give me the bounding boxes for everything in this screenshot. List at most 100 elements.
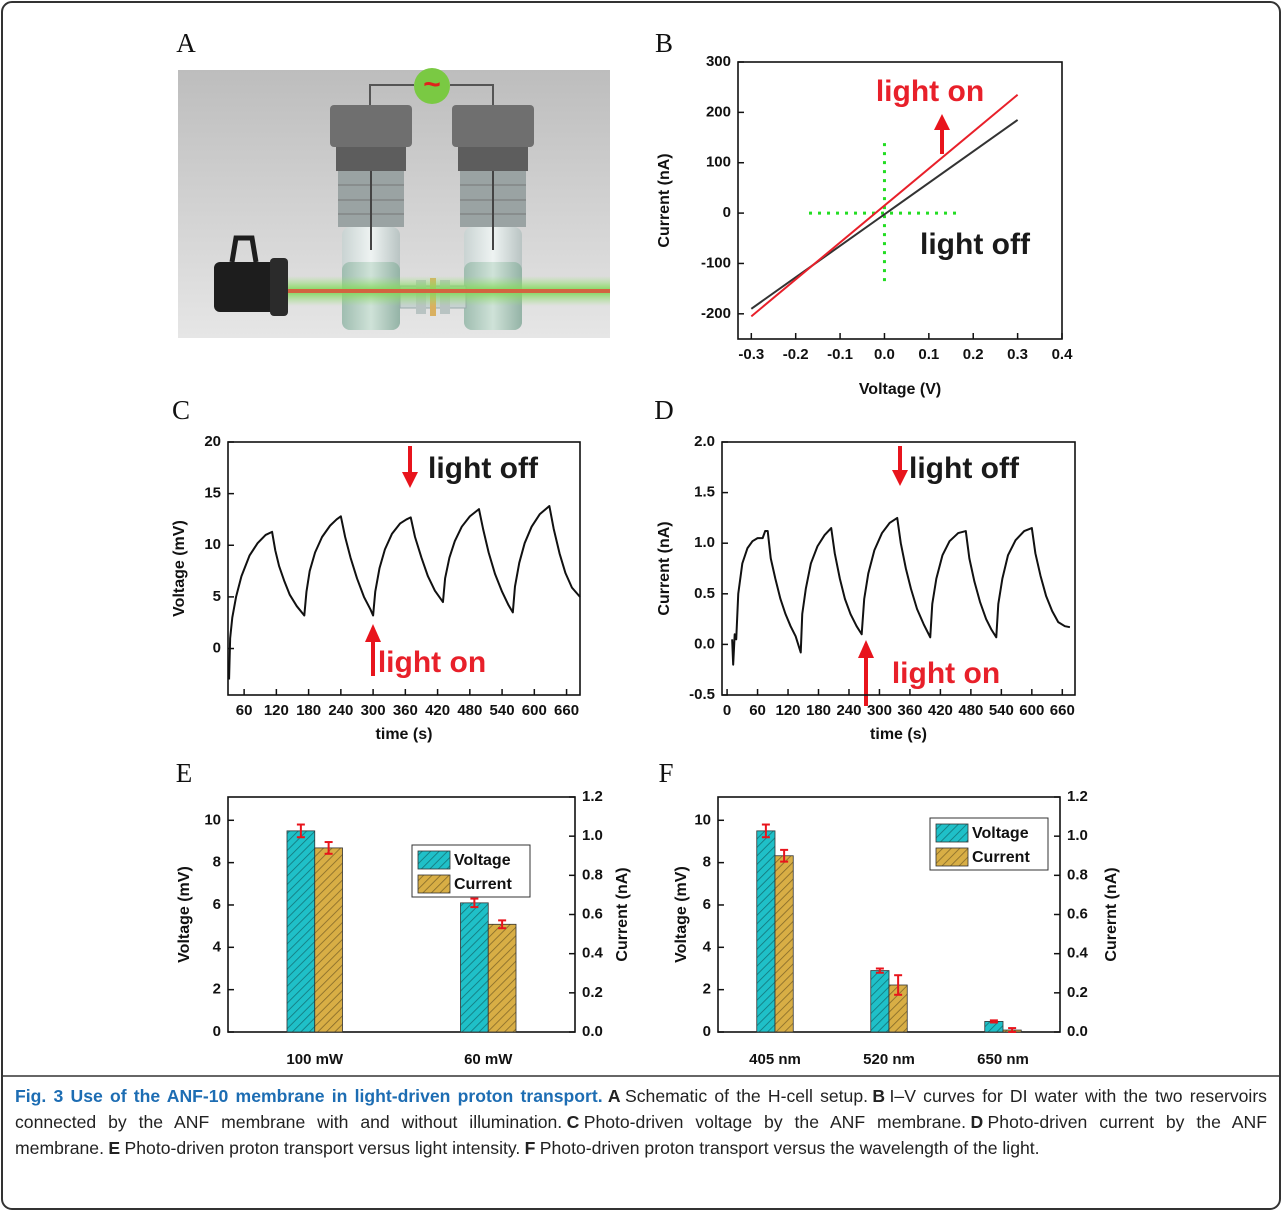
- y-axis-title: Voltage (mV): [673, 866, 690, 963]
- error-bar: [470, 897, 479, 909]
- y-tick-label: 0: [213, 639, 221, 656]
- caption-title: Fig. 3 Use of the ANF-10 membrane in lig…: [15, 1086, 603, 1106]
- legend-label: Voltage: [454, 852, 511, 869]
- y-tick-label: 0: [213, 1023, 221, 1040]
- x-tick-label: 0.4: [1052, 346, 1074, 363]
- caption-text: I–V curves for DI water with the two res…: [15, 1086, 1267, 1132]
- y2-tick-label: 0.4: [582, 945, 604, 962]
- x-tick-label: 660: [1050, 702, 1075, 719]
- y-tick-label: -0.5: [689, 686, 715, 703]
- annotation: light on: [876, 75, 984, 108]
- x-tick-label: 60: [749, 702, 766, 719]
- x-tick-label: 480: [958, 702, 983, 719]
- annotation: light on: [892, 657, 1000, 690]
- error-bar: [761, 823, 770, 839]
- y-tick-label: 5: [213, 588, 221, 605]
- legend-swatch: [935, 823, 969, 843]
- bar: [756, 830, 776, 1033]
- x-tick-label: 0.0: [874, 346, 895, 363]
- caption-label: E: [108, 1138, 121, 1158]
- y-tick-label: -100: [701, 254, 731, 271]
- x-tick-label: 180: [296, 702, 321, 719]
- bar: [870, 970, 890, 1033]
- y2-tick-label: 1.2: [582, 788, 603, 805]
- x-tick-label: 300: [361, 702, 386, 719]
- error-bar: [1008, 1027, 1017, 1033]
- annotation: light off: [909, 452, 1020, 485]
- panel-label: E: [176, 758, 193, 788]
- error-bar: [989, 1019, 998, 1024]
- caption-label: F: [524, 1138, 536, 1158]
- y2-axis-title: Curernt (nA): [1103, 867, 1120, 961]
- panel-label: B: [655, 28, 673, 58]
- bar: [774, 855, 794, 1033]
- annotation: light off: [428, 452, 539, 485]
- y2-tick-label: 1.2: [1067, 788, 1088, 805]
- y-tick-label: 1.0: [694, 534, 715, 551]
- caption-text: Photo-driven current by the ANF membrane…: [15, 1112, 1267, 1158]
- legend-label: Current: [454, 876, 512, 893]
- y2-tick-label: 0.4: [1067, 945, 1089, 962]
- y-tick-label: 8: [213, 854, 221, 871]
- x-tick-label: 240: [836, 702, 861, 719]
- x-tick-label: 60: [236, 702, 253, 719]
- y2-tick-label: 1.0: [1067, 827, 1088, 844]
- data-line: [731, 516, 1071, 666]
- y-tick-label: 2.0: [694, 433, 715, 450]
- x-tick-label: 300: [867, 702, 892, 719]
- x-tick-label: 420: [425, 702, 450, 719]
- x-tick-label: 660: [554, 702, 579, 719]
- plot-frame: [227, 796, 576, 1033]
- bar: [286, 830, 316, 1033]
- x-tick-label: -0.3: [738, 346, 764, 363]
- caption-text: Schematic of the H-cell setup.: [625, 1086, 869, 1106]
- bar: [314, 847, 343, 1033]
- y-tick-label: 8: [703, 854, 711, 871]
- legend-swatch: [417, 874, 451, 894]
- y-tick-label: 200: [706, 103, 731, 120]
- panel-label: F: [658, 758, 673, 788]
- x-tick-label: 650 nm: [977, 1051, 1029, 1068]
- caption-text: Photo-driven voltage by the ANF membrane…: [583, 1112, 967, 1132]
- data-line: [228, 505, 581, 680]
- source-symbol: ~: [423, 68, 441, 101]
- x-tick-label: 0.1: [918, 346, 939, 363]
- error-bar: [296, 823, 305, 839]
- y-tick-label: 2: [703, 981, 711, 998]
- caption-text: Photo-driven proton transport versus the…: [539, 1138, 1040, 1158]
- annotation: light off: [920, 228, 1031, 261]
- data-line: [750, 93, 1019, 318]
- x-tick-label: 60 mW: [464, 1051, 513, 1068]
- x-tick-label: 180: [806, 702, 831, 719]
- x-tick-label: 100 mW: [286, 1051, 344, 1068]
- y-tick-label: 0: [703, 1023, 711, 1040]
- x-tick-label: 360: [897, 702, 922, 719]
- y2-tick-label: 1.0: [582, 827, 603, 844]
- error-bar: [324, 841, 333, 855]
- panel-label: A: [176, 28, 196, 58]
- x-tick-label: 600: [1019, 702, 1044, 719]
- annotation: light on: [378, 646, 486, 679]
- y2-axis-title: Current (nA): [614, 867, 631, 961]
- x-tick-label: 120: [776, 702, 801, 719]
- error-bar: [875, 967, 884, 974]
- y-axis-title: Voltage (mV): [171, 520, 188, 617]
- caption-text: Photo-driven proton transport versus lig…: [124, 1138, 521, 1158]
- legend-swatch: [417, 850, 451, 870]
- x-tick-label: 405 nm: [749, 1051, 801, 1068]
- legend-swatch: [935, 847, 969, 867]
- x-axis-title: time (s): [376, 726, 433, 743]
- caption-label: D: [970, 1112, 984, 1132]
- plot-frame: [721, 441, 1076, 696]
- bar: [460, 902, 489, 1033]
- x-tick-label: 240: [328, 702, 353, 719]
- y-tick-label: 300: [706, 53, 731, 70]
- y-tick-label: 0: [723, 204, 731, 221]
- y-tick-label: 10: [694, 811, 711, 828]
- y-tick-label: 2: [213, 981, 221, 998]
- y-tick-label: 20: [204, 433, 221, 450]
- y-axis-title: Voltage (mV): [176, 866, 193, 963]
- bar: [487, 923, 517, 1033]
